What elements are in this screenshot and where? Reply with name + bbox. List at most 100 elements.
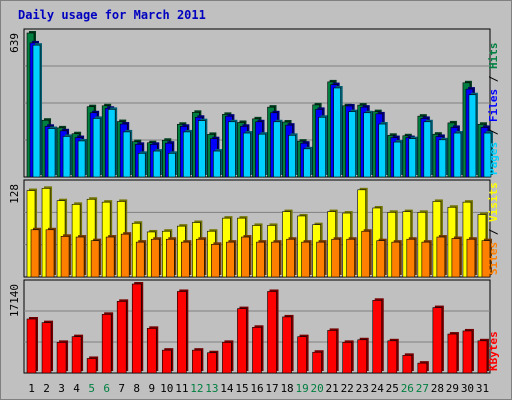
y-max-label-kbytes: 17140: [8, 284, 21, 317]
x-tick-day-25: 25: [386, 382, 399, 395]
bar-pages-day-9: [152, 150, 161, 178]
bar-kbytes-day-13: [207, 352, 217, 374]
bar-kbytes-day-9: [146, 328, 157, 374]
bar-sites-day-8: [135, 241, 145, 278]
bar-sites-day-11: [181, 241, 190, 278]
bar-sites-day-2: [45, 229, 55, 278]
x-tick-day-12: 12: [190, 382, 203, 395]
bar-sites-day-17: [271, 241, 280, 278]
bar-kbytes-day-12: [192, 349, 202, 374]
bar-kbytes-day-29: [447, 333, 458, 374]
bar-kbytes-day-28: [432, 307, 443, 374]
bar-sites-day-21: [331, 238, 340, 278]
legend-files: Files: [487, 89, 500, 122]
bar-pages-day-29: [453, 132, 462, 178]
x-tick-day-8: 8: [133, 382, 140, 395]
bar-sites-day-30: [466, 238, 476, 278]
x-tick-day-24: 24: [371, 382, 385, 395]
bar-kbytes-day-27: [417, 362, 428, 374]
bar-sites-day-18: [286, 238, 295, 278]
bar-kbytes-day-6: [101, 314, 112, 374]
bar-pages-day-26: [408, 138, 417, 178]
bar-sites-day-14: [226, 241, 235, 278]
bar-kbytes-day-1: [26, 318, 37, 374]
bar-sites-day-3: [60, 236, 70, 278]
y-max-label-hits-files-pages: 639: [8, 33, 21, 53]
x-tick-day-23: 23: [356, 382, 369, 395]
bar-sites-day-10: [165, 238, 175, 278]
bar-kbytes-day-30: [462, 330, 473, 374]
bar-sites-day-25: [391, 241, 401, 278]
bar-sites-day-16: [256, 241, 265, 278]
bar-pages-day-12: [198, 120, 206, 178]
bar-kbytes-day-24: [372, 300, 383, 374]
x-tick-day-7: 7: [118, 382, 125, 395]
bar-sites-day-6: [105, 236, 115, 278]
bar-pages-day-28: [438, 139, 447, 178]
bar-sites-day-9: [150, 238, 160, 278]
bar-sites-day-20: [316, 241, 325, 278]
bar-sites-day-22: [346, 238, 355, 278]
bar-pages-day-10: [167, 153, 176, 178]
legend-visits: Visits: [487, 182, 500, 222]
x-tick-day-21: 21: [326, 382, 339, 395]
y-max-label-visits-sites: 128: [8, 184, 21, 204]
x-tick-day-3: 3: [58, 382, 65, 395]
bar-pages-day-8: [137, 153, 146, 178]
bar-pages-day-23: [363, 112, 372, 178]
x-tick-day-15: 15: [235, 382, 248, 395]
x-tick-day-20: 20: [311, 382, 324, 395]
bar-pages-day-31: [483, 132, 492, 178]
bar-pages-day-5: [92, 118, 101, 178]
bar-pages-day-17: [273, 121, 281, 178]
bar-kbytes-day-14: [222, 342, 232, 374]
x-tick-day-29: 29: [446, 382, 459, 395]
bar-sites-day-7: [120, 233, 130, 278]
x-tick-day-4: 4: [73, 382, 80, 395]
x-tick-day-17: 17: [265, 382, 278, 395]
bar-pages-day-18: [288, 135, 296, 178]
bar-pages-day-2: [47, 128, 56, 178]
bar-pages-day-4: [77, 140, 86, 178]
bar-sites-day-19: [301, 241, 310, 278]
bar-pages-day-30: [468, 94, 477, 178]
bar-pages-day-20: [318, 116, 326, 178]
chart-title: Daily usage for March 2011: [18, 8, 206, 22]
x-tick-day-27: 27: [416, 382, 429, 395]
bar-kbytes-day-19: [297, 336, 307, 374]
bar-kbytes-day-4: [71, 336, 82, 374]
bar-kbytes-day-15: [237, 308, 247, 374]
bar-kbytes-day-2: [41, 322, 52, 374]
x-tick-day-31: 31: [476, 382, 489, 395]
legend-sep: /: [487, 122, 500, 142]
bar-kbytes-day-17: [267, 291, 277, 374]
x-tick-day-13: 13: [205, 382, 218, 395]
x-tick-day-19: 19: [295, 382, 308, 395]
bar-kbytes-day-25: [387, 340, 398, 374]
legend-sep: /: [487, 69, 500, 89]
bar-pages-day-22: [348, 111, 356, 178]
x-tick-day-22: 22: [341, 382, 354, 395]
x-tick-day-2: 2: [43, 382, 50, 395]
x-tick-day-10: 10: [160, 382, 173, 395]
bar-kbytes-day-7: [116, 301, 127, 374]
bar-kbytes-day-20: [312, 351, 322, 374]
legend-hits: Hits: [487, 43, 500, 70]
bar-pages-day-21: [333, 87, 341, 178]
bar-sites-day-31: [481, 240, 491, 278]
x-tick-day-1: 1: [28, 382, 35, 395]
x-tick-day-28: 28: [431, 382, 444, 395]
x-tick-day-18: 18: [280, 382, 293, 395]
bar-kbytes-day-16: [252, 327, 262, 374]
x-tick-day-14: 14: [220, 382, 234, 395]
bar-kbytes-day-5: [86, 358, 97, 374]
bar-sites-day-24: [376, 240, 386, 278]
bar-sites-day-29: [451, 238, 461, 278]
bar-pages-day-3: [62, 136, 71, 178]
bar-sites-day-4: [75, 236, 85, 278]
bar-kbytes-day-18: [282, 316, 292, 374]
bar-sites-day-23: [361, 230, 371, 278]
bar-pages-day-15: [243, 132, 251, 178]
bar-pages-day-1: [32, 44, 41, 178]
